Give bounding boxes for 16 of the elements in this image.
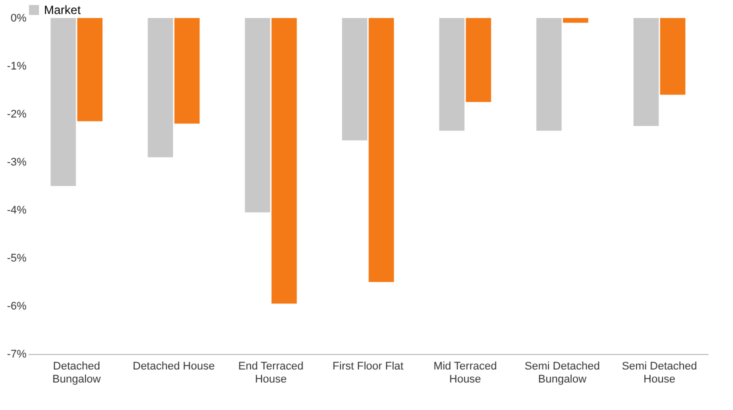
x-tick-label: Detached Bungalow [52, 360, 101, 386]
y-tick-label: -1% [6, 60, 27, 72]
y-tick-label: 0% [10, 12, 27, 24]
y-tick-label: -2% [6, 108, 27, 120]
y-tick-label: -6% [6, 300, 27, 312]
y-tick-label: -5% [6, 252, 27, 264]
x-tick-label: First Floor Flat [332, 360, 404, 372]
x-tick-label: End Terraced House [238, 360, 304, 386]
x-tick-label: Mid Terraced House [433, 360, 497, 386]
x-tick-label: Semi Detached House [622, 360, 698, 386]
y-tick-label: -4% [6, 204, 27, 216]
y-tick-label: -7% [6, 348, 27, 360]
x-tick-label: Detached House [132, 360, 215, 372]
x-tick-label: Semi Detached Bungalow [524, 360, 600, 386]
legend-label: Market [44, 3, 82, 17]
y-tick-label: -3% [6, 156, 27, 168]
